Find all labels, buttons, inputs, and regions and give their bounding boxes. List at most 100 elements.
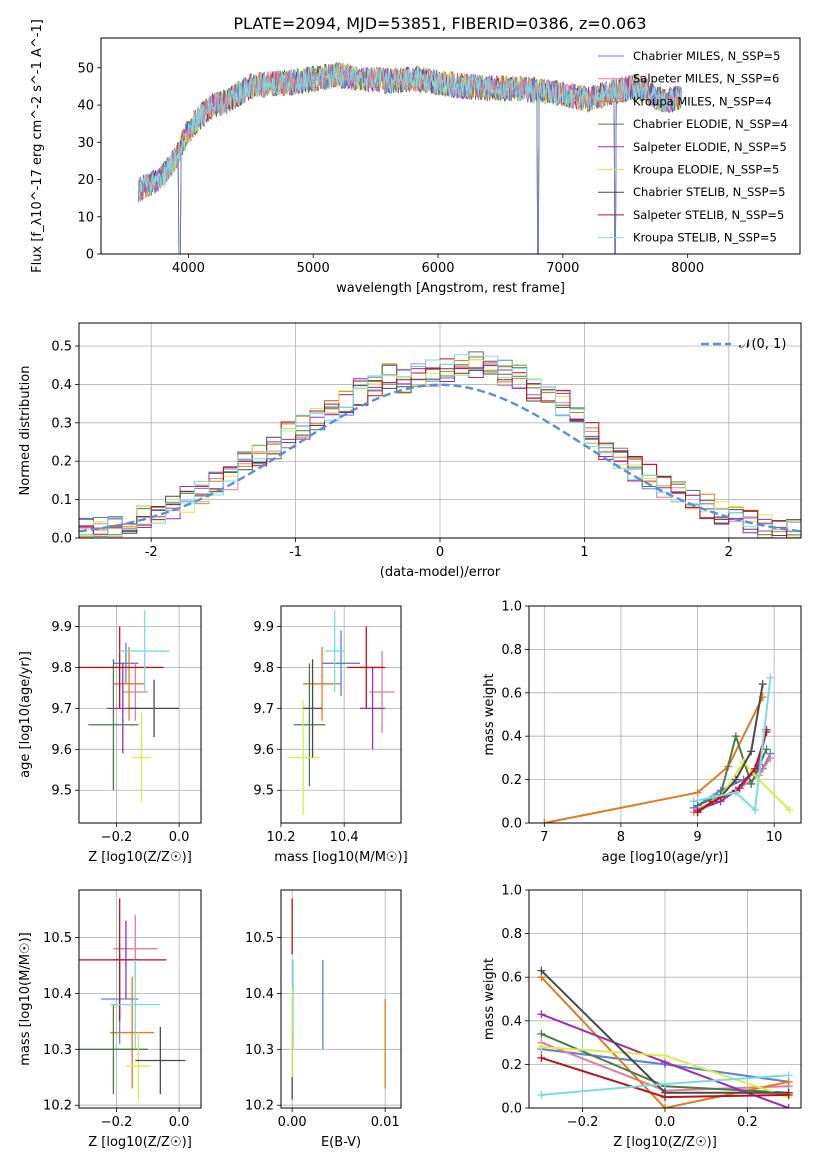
weight-marker [693, 808, 702, 817]
x-tick-label: 0.0 [169, 830, 190, 845]
weight-marker [540, 819, 549, 823]
axes-frame [528, 605, 802, 824]
histogram-step [79, 354, 801, 538]
y-tick-label: 50 [77, 61, 94, 76]
gridlines [529, 605, 801, 824]
x-axis-label: (data-model)/error [380, 565, 501, 580]
weight-marker [537, 1029, 546, 1038]
y-tick-label: 9.9 [253, 620, 274, 635]
panel-spectrum: 4000 5000 6000 7000 8000 0 10 20 30 40 50 wavelengt… [30, 19, 801, 296]
data-layer [138, 61, 682, 254]
panel-mass_vs_Z: −0.2 0.0 10.2 10.3 10.4 10.5 Z [log10(Z/Z☉)] ma… [18, 889, 202, 1150]
weight-marker [537, 1010, 546, 1019]
x-tick-label: 2 [725, 545, 733, 560]
y-tick-label: 9.9 [51, 620, 72, 635]
y-tick-label: 0.6 [501, 971, 522, 986]
weight-marker [731, 732, 740, 741]
weight-marker [784, 1090, 793, 1099]
y-tick-label: 9.8 [51, 661, 72, 676]
axes-frame [78, 605, 202, 824]
x-axis-label: Z [log10(Z/Z☉)] [88, 850, 192, 865]
y-tick-label: 10.2 [245, 1099, 274, 1114]
y-tick-label: 0.8 [501, 643, 522, 658]
y-tick-label: 0.0 [51, 532, 72, 547]
spectrum-line [138, 65, 682, 199]
y-tick-label: 0.6 [501, 686, 522, 701]
gridlines [79, 606, 201, 823]
x-axis-label: Z [log10(Z/Z☉)] [613, 1135, 717, 1150]
data-layer [79, 610, 180, 803]
weight-marker [537, 1042, 546, 1051]
axes-frame [280, 605, 402, 824]
gridlines [281, 890, 401, 1108]
y-tick-label: 0.4 [501, 730, 522, 745]
weight-marker [747, 779, 756, 788]
y-axis-label: mass [log10(M/M☉)] [18, 932, 33, 1065]
x-tick-label: 6000 [421, 261, 454, 276]
legend-label: Chabrier STELIB, N_SSP=5 [633, 185, 785, 199]
y-tick-label: 20 [77, 173, 94, 188]
x-tick-label: 10 [766, 830, 783, 845]
y-axis-label: age [log10(age/yr)] [18, 651, 33, 778]
y-tick-label: 0.2 [501, 773, 522, 788]
x-tick-label: 4000 [172, 261, 205, 276]
y-axis-label: Flux [f_λ10^-17 erg cm^-2 s^-1 A^-1] [30, 19, 45, 273]
weight-marker [731, 788, 740, 797]
y-tick-label: 40 [77, 99, 94, 114]
weight-marker [661, 1093, 669, 1102]
legend-label: Kroupa ELODIE, N_SSP=5 [633, 163, 779, 177]
data-layer [540, 673, 794, 823]
y-axis-label: mass weight [482, 958, 497, 1040]
y-tick-label: 9.7 [253, 702, 274, 717]
legend-label: Kroupa STELIB, N_SSP=5 [633, 231, 777, 245]
panel-residuals: -2 -1 0 1 2 0.0 0.1 0.2 0.3 0.4 0.5 (data-model)/er… [18, 322, 802, 580]
axes-frame [78, 889, 202, 1109]
legend-label: Chabrier ELODIE, N_SSP=4 [633, 117, 788, 131]
data-layer [287, 610, 395, 815]
y-tick-label: 10 [77, 210, 94, 225]
legend-label: Chabrier MILES, N_SSP=5 [633, 49, 780, 63]
y-tick-label: 10.4 [245, 987, 274, 1002]
y-axis-label: mass weight [482, 673, 497, 755]
weight-marker [766, 673, 775, 682]
y-tick-label: 9.6 [51, 743, 72, 758]
weight-marker [751, 764, 760, 773]
y-tick-label: 9.5 [253, 784, 274, 799]
axes-frame [100, 37, 801, 255]
weight-marker [784, 1071, 793, 1080]
weight-marker [731, 775, 740, 784]
data-layer [291, 898, 386, 1100]
x-tick-label: 0.0 [655, 1115, 676, 1130]
x-axis-label: wavelength [Angstrom, rest frame] [336, 281, 565, 296]
axes-frame [528, 889, 802, 1109]
x-tick-label: 0.0 [169, 1115, 190, 1130]
y-tick-label: 0.0 [501, 817, 522, 832]
y-tick-label: 0.4 [51, 378, 72, 393]
panel-weight_vs_age: 7 8 9 10 0.0 0.2 0.4 0.6 0.8 1.0 age [log10(age/yr… [482, 600, 802, 865]
histogram-step [79, 365, 801, 538]
x-tick-label: 10.2 [267, 830, 296, 845]
y-axis-label: Normed distribution [18, 366, 33, 496]
x-tick-label: 8 [617, 830, 625, 845]
y-tick-label: 0.4 [501, 1014, 522, 1029]
weight-marker [537, 1090, 546, 1099]
y-tick-label: 0.3 [51, 416, 72, 431]
x-tick-label: 1 [580, 545, 588, 560]
panel-weight_vs_Z: −0.2 0.0 0.2 0.0 0.2 0.4 0.6 0.8 1.0 Z [log10(Z/Z… [482, 884, 802, 1150]
weight-marker [766, 753, 775, 762]
y-tick-label: 10.4 [43, 987, 72, 1002]
x-tick-label: -1 [289, 545, 302, 560]
y-tick-label: 0 [86, 248, 94, 263]
x-tick-label: 0 [436, 545, 444, 560]
data-layer [79, 898, 186, 1100]
y-tick-label: 10.5 [43, 931, 72, 946]
y-tick-label: 1.0 [501, 600, 522, 615]
weight-marker [708, 792, 717, 801]
y-tick-label: 0.2 [501, 1058, 522, 1073]
x-tick-label: −0.2 [567, 1115, 599, 1130]
x-tick-label: −0.2 [101, 830, 133, 845]
x-tick-label: 0.00 [278, 1115, 307, 1130]
y-tick-label: 1.0 [501, 884, 522, 899]
x-tick-label: 8000 [671, 261, 704, 276]
